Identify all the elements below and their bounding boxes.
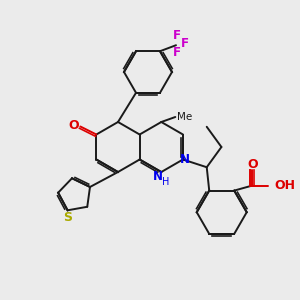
Text: H: H <box>162 177 169 187</box>
Text: F: F <box>181 37 189 50</box>
Text: N: N <box>180 153 190 166</box>
Text: OH: OH <box>274 179 295 192</box>
Text: S: S <box>63 211 72 224</box>
Text: F: F <box>173 46 181 59</box>
Text: Me: Me <box>177 112 193 122</box>
Text: O: O <box>68 119 79 132</box>
Text: O: O <box>247 158 257 171</box>
Text: N: N <box>153 170 163 184</box>
Text: F: F <box>173 29 181 42</box>
